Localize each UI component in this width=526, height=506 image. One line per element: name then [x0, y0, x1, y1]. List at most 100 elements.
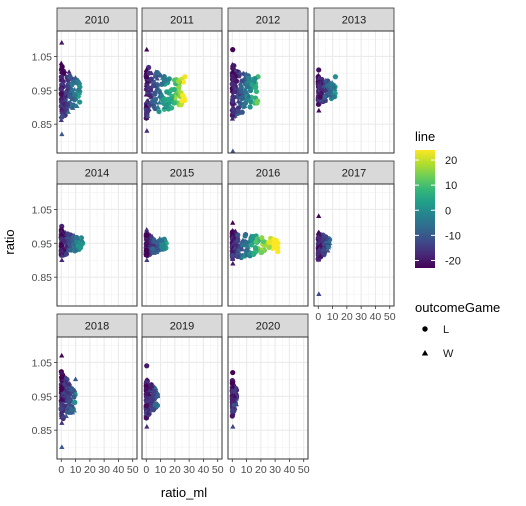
data-point-w	[74, 239, 80, 245]
data-point-l	[143, 252, 150, 258]
data-point-l	[239, 94, 245, 101]
data-point-w	[59, 69, 65, 74]
data-point-l	[317, 94, 323, 100]
data-point-w	[61, 390, 67, 395]
data-point-l	[151, 238, 157, 244]
data-point-w	[230, 424, 236, 429]
panel-border	[56, 30, 138, 154]
data-point-l	[154, 247, 161, 253]
data-point-l	[144, 232, 150, 238]
data-point-w	[230, 148, 236, 154]
legend-label-l: L	[443, 324, 449, 336]
data-point-w	[156, 99, 163, 105]
panel-border	[56, 183, 138, 307]
data-point-l	[230, 397, 236, 403]
data-point-l	[230, 369, 236, 376]
data-point-w	[230, 105, 236, 110]
x-tick-label: 10	[327, 311, 339, 323]
data-point-w	[238, 81, 244, 87]
facet-panel-2016: 2016	[227, 160, 309, 307]
x-tick-label: 30	[98, 464, 110, 476]
data-point-l	[252, 245, 258, 251]
data-point-l	[266, 244, 272, 251]
facet-strip-label: 2018	[85, 321, 109, 333]
data-point-l	[146, 70, 152, 76]
data-point-w	[232, 228, 238, 234]
x-tick-label: 50	[127, 464, 139, 476]
data-point-l	[151, 406, 157, 413]
data-point-l	[72, 92, 78, 98]
data-point-w	[74, 103, 80, 109]
data-point-w	[58, 370, 64, 375]
data-point-l	[247, 104, 253, 110]
data-point-w	[316, 107, 322, 113]
data-point-l	[243, 247, 250, 254]
data-point-l	[150, 83, 157, 89]
data-point-l	[58, 406, 64, 412]
data-point-l	[77, 99, 83, 105]
data-point-w	[66, 69, 72, 74]
data-point-w	[242, 239, 249, 245]
data-point-l	[238, 85, 244, 91]
data-point-l	[229, 413, 235, 419]
data-point-w	[72, 75, 79, 80]
data-point-w	[148, 403, 154, 409]
data-point-w	[73, 247, 79, 253]
x-tick-label: 20	[255, 464, 267, 476]
data-point-w	[146, 410, 152, 416]
data-point-l	[258, 249, 265, 256]
legend-key-circle	[422, 326, 428, 332]
data-point-l	[67, 74, 73, 80]
y-tick-label: 0.85	[32, 425, 53, 437]
data-point-l	[246, 75, 252, 81]
data-point-w	[316, 213, 322, 218]
data-point-w	[315, 101, 321, 106]
panel-border	[227, 336, 309, 460]
panel-border	[227, 183, 309, 307]
data-point-w	[58, 229, 64, 235]
facet-points	[58, 352, 79, 449]
data-point-w	[63, 250, 70, 256]
data-point-w	[61, 94, 67, 99]
data-point-w	[318, 88, 325, 94]
data-point-w	[61, 237, 67, 243]
data-point-w	[316, 291, 322, 296]
facet-panel-2018: 2018	[56, 313, 138, 460]
data-point-w	[59, 253, 65, 258]
data-point-w	[321, 246, 327, 252]
data-point-l	[232, 89, 238, 95]
data-point-w	[63, 398, 69, 404]
data-point-w	[230, 260, 236, 266]
data-point-l	[78, 243, 84, 250]
data-point-w	[71, 86, 78, 92]
data-point-w	[229, 116, 236, 121]
panel-border	[141, 336, 223, 460]
data-point-w	[230, 404, 236, 410]
data-point-l	[144, 240, 150, 246]
data-point-l	[239, 109, 245, 115]
x-tick-label: 20	[169, 464, 181, 476]
data-point-w	[143, 379, 150, 384]
facet-strip-label: 2012	[256, 15, 280, 27]
data-point-w	[154, 240, 160, 246]
data-point-l	[76, 87, 82, 93]
data-point-l	[320, 236, 327, 243]
panel-border	[313, 183, 395, 307]
data-point-l	[180, 92, 186, 98]
data-point-l	[59, 401, 65, 408]
data-point-l	[316, 67, 322, 73]
data-point-w	[144, 406, 150, 412]
data-point-w	[58, 102, 64, 108]
data-point-l	[230, 98, 236, 104]
data-point-w	[59, 109, 65, 115]
facet-panel-2020: 2020	[227, 313, 309, 460]
data-point-w	[230, 65, 236, 70]
data-point-l	[235, 238, 241, 244]
data-point-l	[175, 78, 182, 85]
data-point-w	[59, 352, 65, 358]
data-point-l	[58, 90, 64, 97]
x-tick-label: 0	[315, 311, 321, 323]
y-tick-label: 0.85	[32, 119, 53, 131]
data-point-w	[322, 97, 328, 103]
data-point-l	[322, 94, 328, 100]
